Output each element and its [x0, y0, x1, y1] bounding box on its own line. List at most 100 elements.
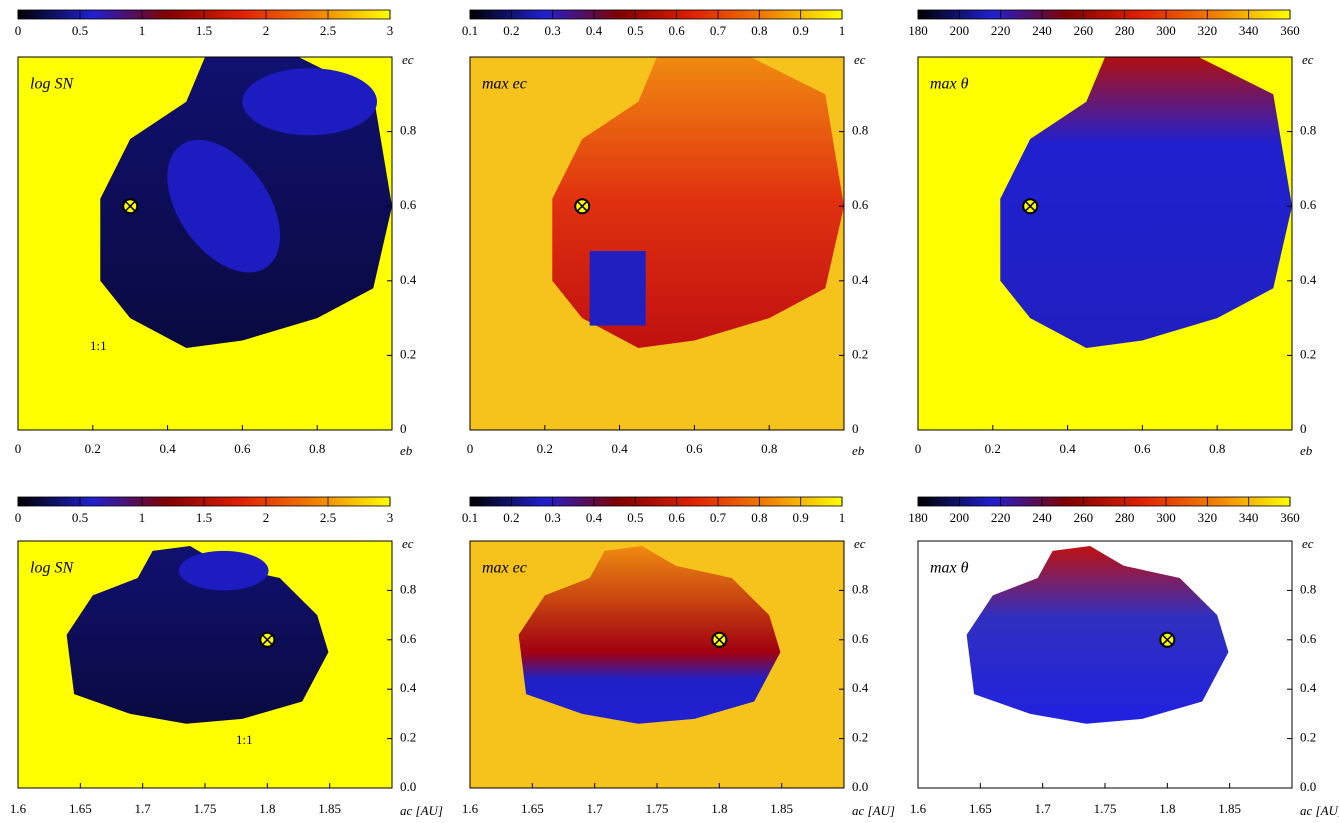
map-region: [167, 139, 281, 273]
colorbar-tick-label: 0.3: [545, 510, 561, 525]
colorbar-tick-label: 200: [950, 23, 970, 38]
colorbar-tick-label: 0.9: [793, 510, 809, 525]
colorbar-tick-label: 240: [1032, 23, 1052, 38]
panel-title: max ec: [482, 76, 527, 93]
colorbar-tick-label: 300: [1156, 510, 1176, 525]
x-tick-label: 1.6: [462, 801, 479, 816]
y-tick-label: 0.2: [1300, 346, 1316, 361]
y-tick-label: 0.4: [400, 680, 417, 695]
colorbar-tick-label: 200: [950, 510, 970, 525]
marker-cross: [576, 200, 588, 212]
y-axis-label: ec: [402, 52, 414, 67]
colorbar-tick-label: 1: [839, 23, 846, 38]
annotation: 1:1: [236, 732, 253, 747]
x-tick-label: 0.8: [1209, 441, 1225, 456]
y-tick-label: 0.6: [852, 197, 869, 212]
panel-title: max ec: [482, 560, 527, 577]
y-tick-label: 0.4: [852, 680, 869, 695]
y-tick-label: 0.2: [400, 346, 416, 361]
colorbar-tick-label: 260: [1074, 510, 1094, 525]
x-tick-label: 0: [467, 441, 474, 456]
x-tick-label: 0.2: [85, 441, 101, 456]
map-region: [966, 545, 1229, 724]
y-tick-label: 0: [1300, 421, 1307, 436]
map-region: [66, 545, 329, 724]
colorbar-tick-label: 320: [1198, 510, 1218, 525]
x-tick-label: 0.6: [686, 441, 703, 456]
x-tick-label: 1.65: [521, 801, 544, 816]
colorbar-tick-label: 1: [839, 510, 846, 525]
colorbar-tick-label: 3: [387, 23, 394, 38]
x-tick-label: 1.75: [646, 801, 669, 816]
plot-frame: [17, 56, 393, 431]
colorbar-tick-label: 0.5: [627, 23, 643, 38]
x-tick-label: 1.6: [910, 801, 927, 816]
y-tick-label: 0.8: [852, 581, 868, 596]
colorbar-tick-label: 0.5: [627, 510, 643, 525]
x-tick-label: 1.8: [1159, 801, 1175, 816]
colorbar-tick-label: 180: [908, 510, 928, 525]
panel-title: max θ: [930, 76, 969, 93]
colorbar-tick-label: 300: [1156, 23, 1176, 38]
panel-title: max θ: [930, 560, 969, 577]
colorbar-tick-label: 1.5: [196, 23, 212, 38]
x-axis-label: ac [AU]: [852, 803, 895, 818]
y-tick-label: 0.6: [1300, 631, 1317, 646]
x-tick-label: 1.75: [1094, 801, 1117, 816]
colorbar-tick-label: 0.7: [710, 510, 727, 525]
colorbar-tick-label: 0: [15, 510, 22, 525]
colorbar-tick-label: 0.8: [751, 510, 767, 525]
colorbar-tick-label: 2.5: [320, 23, 336, 38]
colorbar-tick-label: 280: [1115, 23, 1135, 38]
x-axis-label: eb: [400, 443, 413, 458]
colorbar-tick-label: 3: [387, 510, 394, 525]
colorbar-tick-label: 340: [1239, 23, 1259, 38]
colorbar: [469, 496, 843, 507]
x-tick-label: 1.6: [10, 801, 27, 816]
x-axis-label: ac [AU]: [1300, 803, 1339, 818]
colorbar-tick-label: 1: [139, 23, 146, 38]
colorbar-tick-label: 0.5: [72, 23, 88, 38]
map-region: [178, 550, 269, 591]
colorbar: [917, 496, 1291, 507]
y-tick-label: 0: [852, 421, 859, 436]
map-region: [1000, 57, 1292, 348]
colorbar-tick-label: 2: [263, 23, 270, 38]
y-tick-label: 0.8: [400, 581, 416, 596]
colorbar-tick-label: 0.8: [751, 23, 767, 38]
colorbar-tick-label: 0.6: [669, 510, 686, 525]
x-tick-label: 1.8: [259, 801, 275, 816]
x-tick-label: 1.75: [194, 801, 217, 816]
colorbar-tick-label: 2: [263, 510, 270, 525]
x-tick-label: 1.85: [318, 801, 341, 816]
colorbar-tick-label: 0: [15, 23, 22, 38]
x-tick-label: 0.8: [761, 441, 777, 456]
x-tick-label: 0.4: [1059, 441, 1076, 456]
colorbar-tick-label: 1: [139, 510, 146, 525]
y-tick-label: 0.0: [400, 779, 416, 794]
panel-title: log SN: [30, 76, 74, 93]
y-tick-label: 0.4: [400, 272, 417, 287]
x-tick-label: 1.7: [587, 801, 604, 816]
colorbar-tick-label: 0.3: [545, 23, 561, 38]
x-tick-label: 0.2: [985, 441, 1001, 456]
map-region: [589, 250, 646, 326]
x-tick-label: 1.65: [969, 801, 992, 816]
annotation: 1:1: [90, 338, 107, 353]
x-tick-label: 1.7: [135, 801, 152, 816]
plot-frame: [469, 56, 845, 431]
x-tick-label: 0.6: [1134, 441, 1151, 456]
map-region: [242, 68, 378, 136]
x-tick-label: 0.2: [537, 441, 553, 456]
marker-cross: [124, 200, 136, 212]
y-tick-label: 0.6: [400, 631, 417, 646]
colorbar-tick-label: 360: [1280, 510, 1300, 525]
marker-cross: [261, 634, 273, 646]
colorbar-tick-label: 0.2: [503, 510, 519, 525]
colorbar-tick-label: 220: [991, 23, 1011, 38]
x-axis-label: eb: [852, 443, 865, 458]
y-tick-label: 0: [400, 421, 407, 436]
colorbar-tick-label: 220: [991, 510, 1011, 525]
y-tick-label: 0.4: [1300, 272, 1317, 287]
